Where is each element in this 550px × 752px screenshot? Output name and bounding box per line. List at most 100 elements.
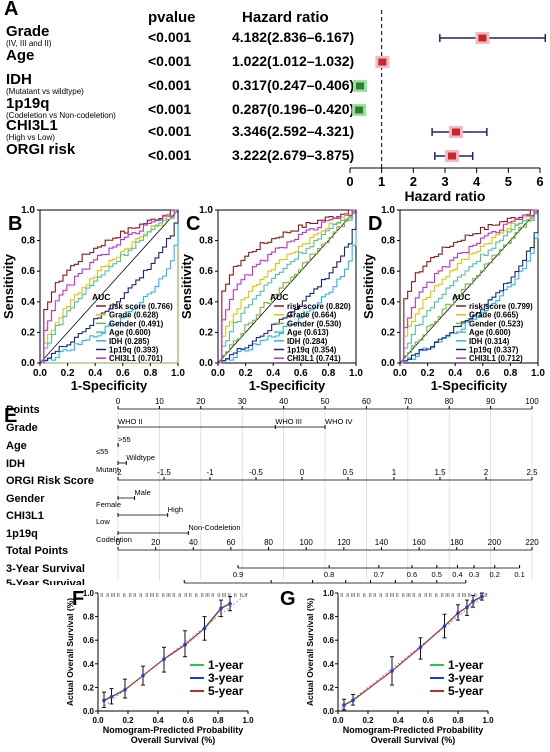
forest-estimate-marker (451, 128, 460, 136)
forest-pvalue: <0.001 (148, 29, 191, 45)
calibration-point (471, 599, 475, 604)
nomogram-row-label: Grade (6, 422, 38, 434)
roc-y-tick-label: 0.2 (381, 327, 395, 338)
calibration-legend-label: 1-year (448, 658, 484, 672)
calibration-chart-g: 0.00.00.20.20.40.40.60.60.80.81.01.0Nomo… (305, 589, 494, 745)
roc-y-axis-title: Sensitivity (179, 253, 194, 319)
roc-y-tick-label: 0.8 (381, 236, 395, 247)
forest-variable-label: ORGI risk (6, 141, 76, 158)
roc-curve (218, 210, 357, 364)
roc-legend-label: CHI3L1 (0.701) (109, 354, 163, 363)
calibration-point (202, 626, 207, 631)
nomogram-tick-label: 40 (189, 538, 198, 547)
roc-plot-frame (399, 209, 539, 364)
nomogram-tick-label: 140 (375, 538, 389, 547)
nomogram-tick-label: 2 (484, 468, 489, 477)
roc-legend-title: AUC (92, 292, 110, 302)
roc-curve (40, 210, 179, 364)
roc-plot-frame (217, 209, 357, 364)
roc-legend-label: Grade (0.628) (109, 311, 159, 320)
forest-variable-label: Age (6, 47, 34, 64)
nomogram-category-label: >55 (118, 435, 131, 444)
forest-estimate-marker (378, 58, 387, 66)
nomogram-tick-label: 60 (362, 397, 371, 406)
roc-x-tick-label: 0.6 (476, 368, 490, 379)
roc-legend-title: AUC (452, 292, 470, 302)
roc-x-tick-label: 0.0 (33, 368, 47, 379)
nomogram-category-label: Non-Codeletion (188, 523, 240, 532)
calibration-y-tick-label: 0.2 (323, 683, 335, 692)
nomogram-tick-label: 30 (238, 397, 247, 406)
roc-legend-label: 1p19q (0.393) (109, 346, 159, 355)
roc-y-tick-label: 0.6 (199, 266, 213, 277)
roc-y-tick-label: 0.2 (199, 327, 213, 338)
panel-label-a: A (4, 0, 19, 20)
nomogram-tick-label: 1 (392, 468, 397, 477)
roc-x-axis-title: 1-Specificity (249, 378, 326, 393)
nomogram-row-label: 3-Year Survival (6, 563, 85, 575)
roc-legend-label: Age (0.600) (109, 328, 151, 337)
calibration-legend-label: 5-year (448, 684, 484, 698)
calibration-y-tick-label: 0.0 (83, 707, 95, 716)
calibration-point (465, 605, 469, 609)
calibration-y-tick-label: 1.0 (323, 589, 335, 598)
calibration-chart-f: 0.00.00.20.20.40.40.60.60.80.81.01.0Nomo… (65, 589, 254, 745)
nomogram-tick-label: 90 (486, 397, 495, 406)
roc-x-tick-label: 0.2 (239, 368, 253, 379)
calibration-y-tick-label: 0.0 (323, 707, 335, 716)
nomogram-tick-label: 0.7 (374, 570, 384, 579)
roc-x-tick-label: 0.8 (503, 368, 517, 379)
roc-y-axis-title: Sensitivity (1, 253, 16, 319)
nomogram-tick-label: -0.5 (249, 468, 263, 477)
roc-legend-label: IDH (0.284) (287, 337, 328, 346)
calibration-legend-label: 3-year (448, 671, 484, 685)
forest-variable-label: CHI3L1 (6, 117, 58, 134)
forest-pvalue: <0.001 (148, 53, 191, 69)
roc-x-tick-label: 0.0 (393, 368, 407, 379)
nomogram-tick-label: 20 (151, 538, 160, 547)
roc-legend-label: CHI3L1 (0.741) (287, 354, 341, 363)
forest-estimate-marker (448, 152, 457, 160)
roc-x-tick-label: 1.0 (171, 368, 185, 379)
nomogram-row-label: 5-Year Survival (6, 578, 85, 585)
forest-pvalue: <0.001 (148, 77, 191, 93)
nomogram-tick-label: 80 (445, 397, 454, 406)
nomogram-category-label: Codeletion (96, 535, 132, 544)
roc-legend-label: CHI3L1 (0.712) (469, 354, 523, 363)
roc-legend-label: Age (0.613) (287, 328, 329, 337)
nomogram-category-label: WHO IV (325, 417, 353, 426)
nomogram-tick-label: 70 (403, 397, 412, 406)
roc-curve (400, 210, 539, 364)
nomogram-tick-label: 0.3 (469, 570, 479, 579)
roc-curve (40, 210, 179, 364)
forest-hr-text: 3.346(2.592–4.321) (232, 123, 354, 139)
roc-x-tick-label: 0.2 (421, 368, 435, 379)
roc-x-tick-label: 0.4 (88, 368, 102, 379)
roc-y-tick-label: 1.0 (381, 205, 395, 216)
nomogram-tick-label: 40 (279, 397, 288, 406)
nomogram-row-label: CHI3L1 (6, 510, 44, 522)
nomogram-tick-label: 0.9 (233, 570, 243, 579)
roc-chart-d: D 0.00.0 0.2 0.2 0.4 0.4 0.6 0.6 0.8 0.8 1.0 1.0 1-S… (361, 205, 545, 393)
nomogram-tick-label: 200 (488, 538, 502, 547)
calibration-point (418, 645, 423, 650)
forest-variable-sublabel: (IV, III and II) (6, 39, 52, 48)
pvalue-header: pvalue (148, 9, 196, 26)
nomogram-row-label: Age (6, 440, 27, 452)
nomogram-tick-label: 0.8 (324, 570, 334, 579)
roc-legend-label: IDH (0.314) (469, 337, 510, 346)
roc-curve (40, 209, 178, 364)
nomogram-tick-label: 60 (226, 538, 235, 547)
nomogram-tick-label: 2.5 (526, 468, 538, 477)
nomogram-tick-label: 0.2 (490, 570, 500, 579)
hr-header: Hazard ratio (242, 9, 329, 26)
nomogram-tick-label: 1.5 (434, 468, 446, 477)
roc-y-tick-label: 0.0 (199, 358, 213, 369)
roc-x-tick-label: 0.0 (211, 368, 225, 379)
calibration-point (102, 698, 106, 703)
roc-chart-c: C 0.00.0 0.2 0.2 0.4 0.4 0.6 0.6 0.8 0.8 1.0 1.0 1-S… (179, 205, 363, 393)
forest-hr-text: 1.022(1.012–1.032) (232, 53, 354, 69)
nomogram-category-label: Low (96, 517, 110, 526)
calibration-y-tick-label: 0.4 (323, 660, 335, 669)
nomogram-tick-label: -1 (206, 468, 214, 477)
